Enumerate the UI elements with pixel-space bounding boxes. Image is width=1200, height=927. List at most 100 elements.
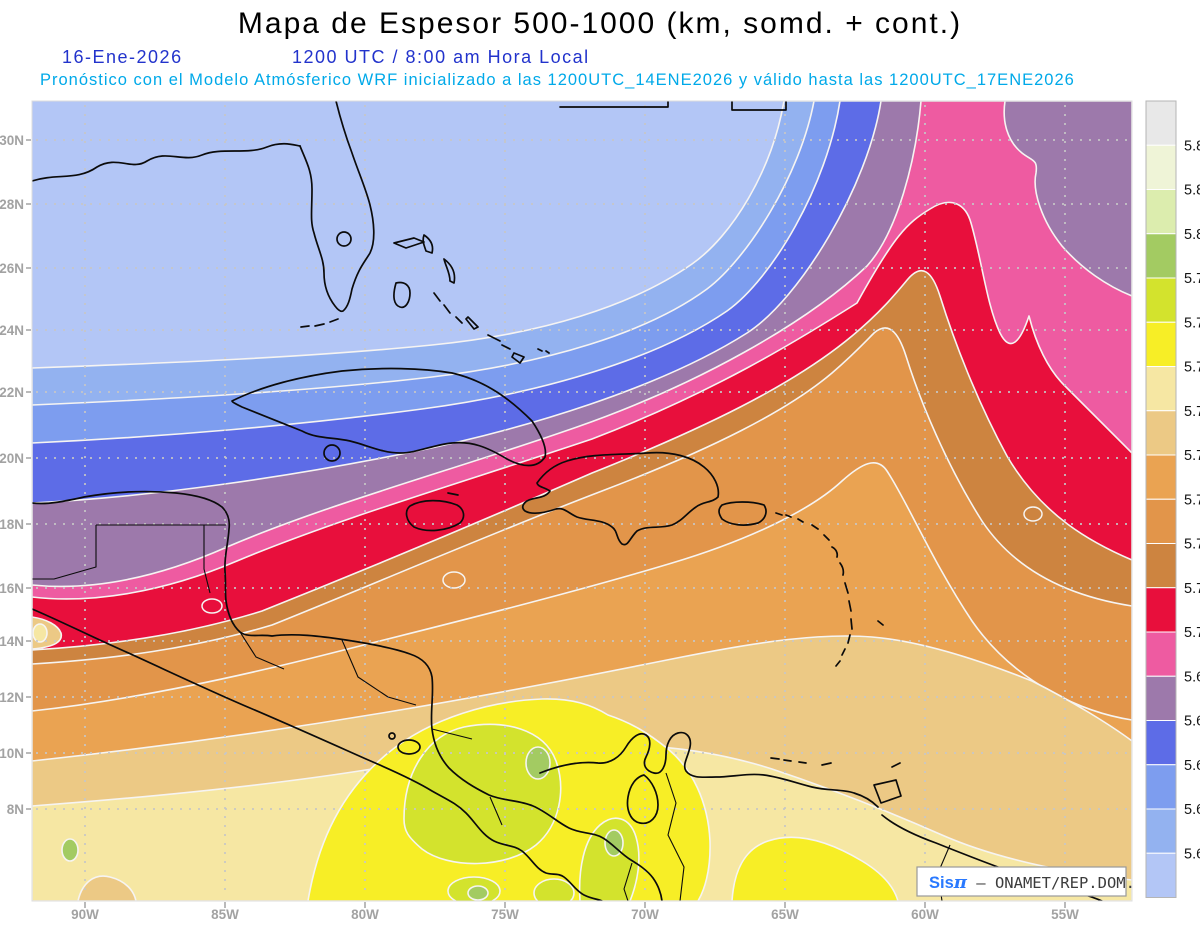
colorbar-tick-label: 5.676 (1184, 714, 1200, 730)
lon-tick-label: 90W (71, 907, 99, 922)
colorbar-labels: 5.831 5.819 5.807 5.795 5.783 5.772 5.76 5.748 5… (1184, 138, 1200, 862)
lat-tick-label: 10N (0, 746, 24, 761)
contour-ring-2 (1023, 506, 1043, 522)
lon-tick-label: 75W (491, 907, 519, 922)
coastline-jamaica (405, 499, 465, 532)
florida-keys (300, 318, 339, 328)
colorbar-swatch (1145, 543, 1177, 589)
colorbar-tick-label: 5.652 (1184, 802, 1200, 818)
colorbar-tick-label: 5.807 (1184, 227, 1200, 243)
lat-tick-label: 8N (7, 802, 24, 817)
colorbar-frame (1145, 100, 1177, 898)
colorbar-tick-label: 5.712 (1184, 581, 1200, 597)
colorbar-swatch (1145, 144, 1177, 190)
coastline-florida (299, 101, 375, 313)
lat-tick-label: 28N (0, 197, 24, 212)
lat-tick-label: 16N (0, 581, 24, 596)
lat-tick-label: 20N (0, 451, 24, 466)
coastline-cuba (231, 367, 547, 467)
map-title: Mapa de Espesor 500-1000 (km, somd. + co… (238, 7, 962, 40)
colorbar-tick-label: 5.724 (1184, 537, 1200, 553)
lon-tick-label: 55W (1051, 907, 1079, 922)
colorbar-tick-label: 5.64 (1184, 846, 1200, 862)
thickness-band-5783-s (533, 878, 575, 901)
colorbar-tick-label: 5.795 (1184, 271, 1200, 287)
map-plot-area (31, 100, 1133, 902)
valid-time: 1200 UTC / 8:00 am Hora Local (292, 47, 590, 67)
thickness-band-5783-se (578, 817, 640, 901)
lat-tick-label: 14N (0, 634, 24, 649)
coastlines (32, 101, 1103, 901)
graticule-grid (36, 105, 1128, 897)
contour-ring-1 (442, 571, 466, 589)
pi-symbol: π (953, 872, 968, 893)
lon-tick-label: 80W (351, 907, 379, 922)
lat-tick-label: 18N (0, 517, 24, 532)
colorbar-tick-label: 5.736 (1184, 492, 1200, 508)
colorbar-swatch (1145, 631, 1177, 677)
lat-tick-label: 12N (0, 690, 24, 705)
lon-tick-label: 65W (771, 907, 799, 922)
lake-nicaragua (397, 739, 421, 755)
colorbar-tick-label: 5.748 (1184, 448, 1200, 464)
watermark-text: Sisπ – ONAMET/REP.DOM. (929, 872, 1135, 893)
tan-patch-sw (77, 875, 137, 901)
colorbar-swatch (1145, 366, 1177, 412)
lake-maracaibo (626, 774, 659, 825)
watermark-brand: Sis (929, 874, 954, 892)
lat-tick-label: 24N (0, 323, 24, 338)
map-frame (31, 100, 1133, 902)
colorbar-swatch (1145, 189, 1177, 235)
colorbar-swatch (1145, 808, 1177, 854)
coastline-yucatan-central-america (32, 490, 663, 901)
isla-juventud (323, 444, 341, 462)
colorbar-swatch (1145, 720, 1177, 766)
country-borders (32, 524, 951, 901)
thickness-band-5795-w (61, 838, 79, 862)
colorbar-tick-label: 5.831 (1184, 138, 1200, 154)
coastline-bahamas (393, 234, 550, 364)
thickness-band-5795 (525, 746, 551, 780)
colorbar-swatch (1145, 277, 1177, 323)
longitude-axis: 90W 85W 80W 75W 70W 65W 60W 55W (71, 902, 1079, 922)
colorbar-swatch (1145, 587, 1177, 633)
coastline-pacific (32, 608, 603, 901)
coastline-trinidad (770, 757, 902, 804)
colorbar-swatch (1145, 675, 1177, 721)
thickness-band-5795-sw (467, 885, 489, 901)
colorbar-swatch (1145, 321, 1177, 367)
colorbar-swatch (1145, 233, 1177, 279)
contour-ring-3 (201, 598, 223, 614)
colorbar-tick-label: 5.783 (1184, 315, 1200, 331)
colorbar-swatch (1145, 498, 1177, 544)
watermark: Sisπ – ONAMET/REP.DOM. (916, 866, 1135, 897)
colorbar-tick-label: 5.7 (1184, 625, 1200, 641)
watermark-box (916, 866, 1127, 897)
colorbar-swatch (1145, 852, 1177, 898)
colorbar-tick-label: 5.772 (1184, 360, 1200, 376)
lon-tick-label: 70W (631, 907, 659, 922)
colorbar-swatch (1145, 100, 1177, 146)
thickness-band-ne-purple (1003, 101, 1132, 297)
coastline-hispaniola (522, 451, 720, 546)
colorbar-swatch (1145, 454, 1177, 500)
cayman-islands (447, 492, 459, 496)
lesser-antilles (775, 512, 884, 667)
colorbar (1145, 100, 1177, 898)
lon-tick-label: 60W (911, 907, 939, 922)
pocket-sw-pale (32, 623, 48, 643)
colorbar-tick-label: 5.688 (1184, 669, 1200, 685)
coastline-gulf-coast (32, 142, 301, 182)
valid-date: 16-Ene-2026 (62, 47, 183, 67)
state-border-bits (559, 101, 787, 111)
latitude-axis: 30N 28N 26N 24N 22N 20N 18N 16N 14N 12N 10N 8N (0, 133, 31, 817)
colorbar-swatch (1145, 764, 1177, 810)
lat-tick-label: 26N (0, 261, 24, 276)
colorbar-swatch (1145, 410, 1177, 456)
colorbar-tick-label: 5.819 (1184, 183, 1200, 199)
forecast-init-text: Pronóstico con el Modelo Atmósferico WRF… (40, 71, 1075, 89)
watermark-separator: – (967, 874, 995, 892)
thickness-band-5772-east (731, 836, 899, 901)
